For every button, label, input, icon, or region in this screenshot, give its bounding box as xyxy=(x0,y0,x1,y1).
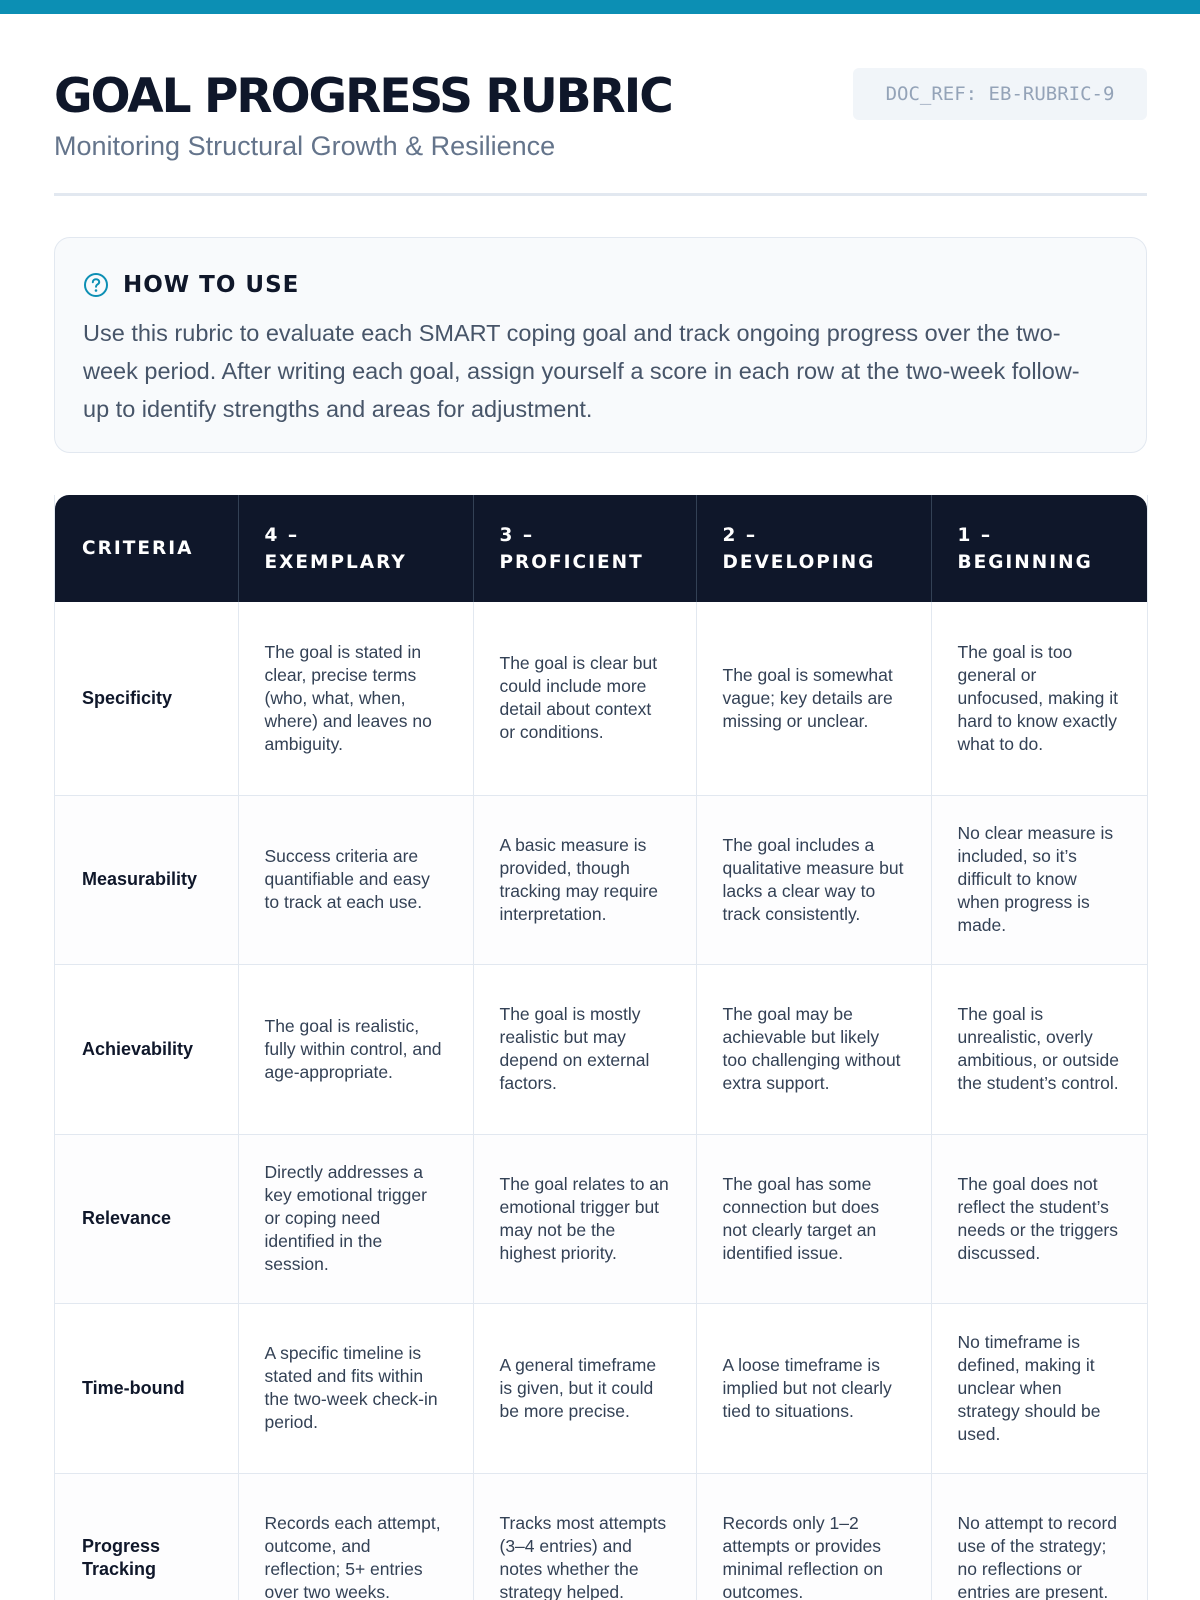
exemplary-cell: The goal is realistic, fully within cont… xyxy=(238,964,474,1135)
exemplary-cell: Success criteria are quantifiable and ea… xyxy=(238,795,474,965)
doc-ref-badge: DOC_REF: EB-RUBRIC-9 xyxy=(853,68,1147,120)
how-to-use-panel: HOW TO USE Use this rubric to evaluate e… xyxy=(54,237,1147,453)
proficient-cell: The goal is mostly realistic but may dep… xyxy=(473,964,697,1135)
table-row: Measurability Success criteria are quant… xyxy=(55,795,1147,965)
proficient-cell: A basic measure is provided, though trac… xyxy=(473,795,697,965)
beginning-cell: No clear measure is included, so it’s di… xyxy=(931,795,1147,965)
top-accent-bar xyxy=(0,0,1200,14)
rubric-table: CRITERIA 4 – EXEMPLARY 3 – PROFICIENT 2 … xyxy=(55,495,1147,1600)
page-header: GOAL PROGRESS RUBRIC Monitoring Structur… xyxy=(54,66,1147,196)
column-header-developing: 2 – DEVELOPING xyxy=(696,495,932,602)
page-title: GOAL PROGRESS RUBRIC xyxy=(54,69,674,124)
table-row: Specificity The goal is stated in clear,… xyxy=(55,602,1147,796)
proficient-cell: A general timeframe is given, but it cou… xyxy=(473,1303,697,1474)
developing-cell: The goal is somewhat vague; key details … xyxy=(696,602,932,796)
table-row: Progress Tracking Records each attempt, … xyxy=(55,1473,1147,1600)
table-row: Achievability The goal is realistic, ful… xyxy=(55,964,1147,1135)
column-header-exemplary: 4 – EXEMPLARY xyxy=(238,495,474,602)
beginning-cell: No timeframe is defined, making it uncle… xyxy=(931,1303,1147,1474)
column-header-proficient: 3 – PROFICIENT xyxy=(473,495,697,602)
column-header-criteria: CRITERIA xyxy=(55,495,239,602)
developing-cell: Records only 1–2 attempts or provides mi… xyxy=(696,1473,932,1600)
proficient-cell: Tracks most attempts (3–4 entries) and n… xyxy=(473,1473,697,1600)
page-subtitle: Monitoring Structural Growth & Resilienc… xyxy=(54,131,556,161)
column-header-beginning: 1 – BEGINNING xyxy=(931,495,1147,602)
exemplary-cell: The goal is stated in clear, precise ter… xyxy=(238,602,474,796)
exemplary-cell: A specific timeline is stated and fits w… xyxy=(238,1303,474,1474)
proficient-cell: The goal relates to an emotional trigger… xyxy=(473,1134,697,1304)
criteria-cell: Specificity xyxy=(55,602,239,796)
question-circle-icon xyxy=(84,273,108,297)
rubric-header-row: CRITERIA 4 – EXEMPLARY 3 – PROFICIENT 2 … xyxy=(55,495,1147,602)
criteria-cell: Progress Tracking xyxy=(55,1473,239,1600)
beginning-cell: The goal is unrealistic, overly ambitiou… xyxy=(931,964,1147,1135)
table-row: Time-bound A specific timeline is stated… xyxy=(55,1303,1147,1474)
table-row: Relevance Directly addresses a key emoti… xyxy=(55,1134,1147,1304)
developing-cell: The goal may be achievable but likely to… xyxy=(696,964,932,1135)
beginning-cell: The goal does not reflect the student’s … xyxy=(931,1134,1147,1304)
beginning-cell: No attempt to record use of the strategy… xyxy=(931,1473,1147,1600)
developing-cell: The goal includes a qualitative measure … xyxy=(696,795,932,965)
proficient-cell: The goal is clear but could include more… xyxy=(473,602,697,796)
how-to-use-text: Use this rubric to evaluate each SMART c… xyxy=(83,320,1080,422)
criteria-cell: Achievability xyxy=(55,964,239,1135)
beginning-cell: The goal is too general or unfocused, ma… xyxy=(931,602,1147,796)
developing-cell: A loose timeframe is implied but not cle… xyxy=(696,1303,932,1474)
criteria-cell: Time-bound xyxy=(55,1303,239,1474)
exemplary-cell: Records each attempt, outcome, and refle… xyxy=(238,1473,474,1600)
how-to-use-title: HOW TO USE xyxy=(123,272,300,298)
criteria-cell: Relevance xyxy=(55,1134,239,1304)
criteria-cell: Measurability xyxy=(55,795,239,965)
developing-cell: The goal has some connection but does no… xyxy=(696,1134,932,1304)
exemplary-cell: Directly addresses a key emotional trigg… xyxy=(238,1134,474,1304)
